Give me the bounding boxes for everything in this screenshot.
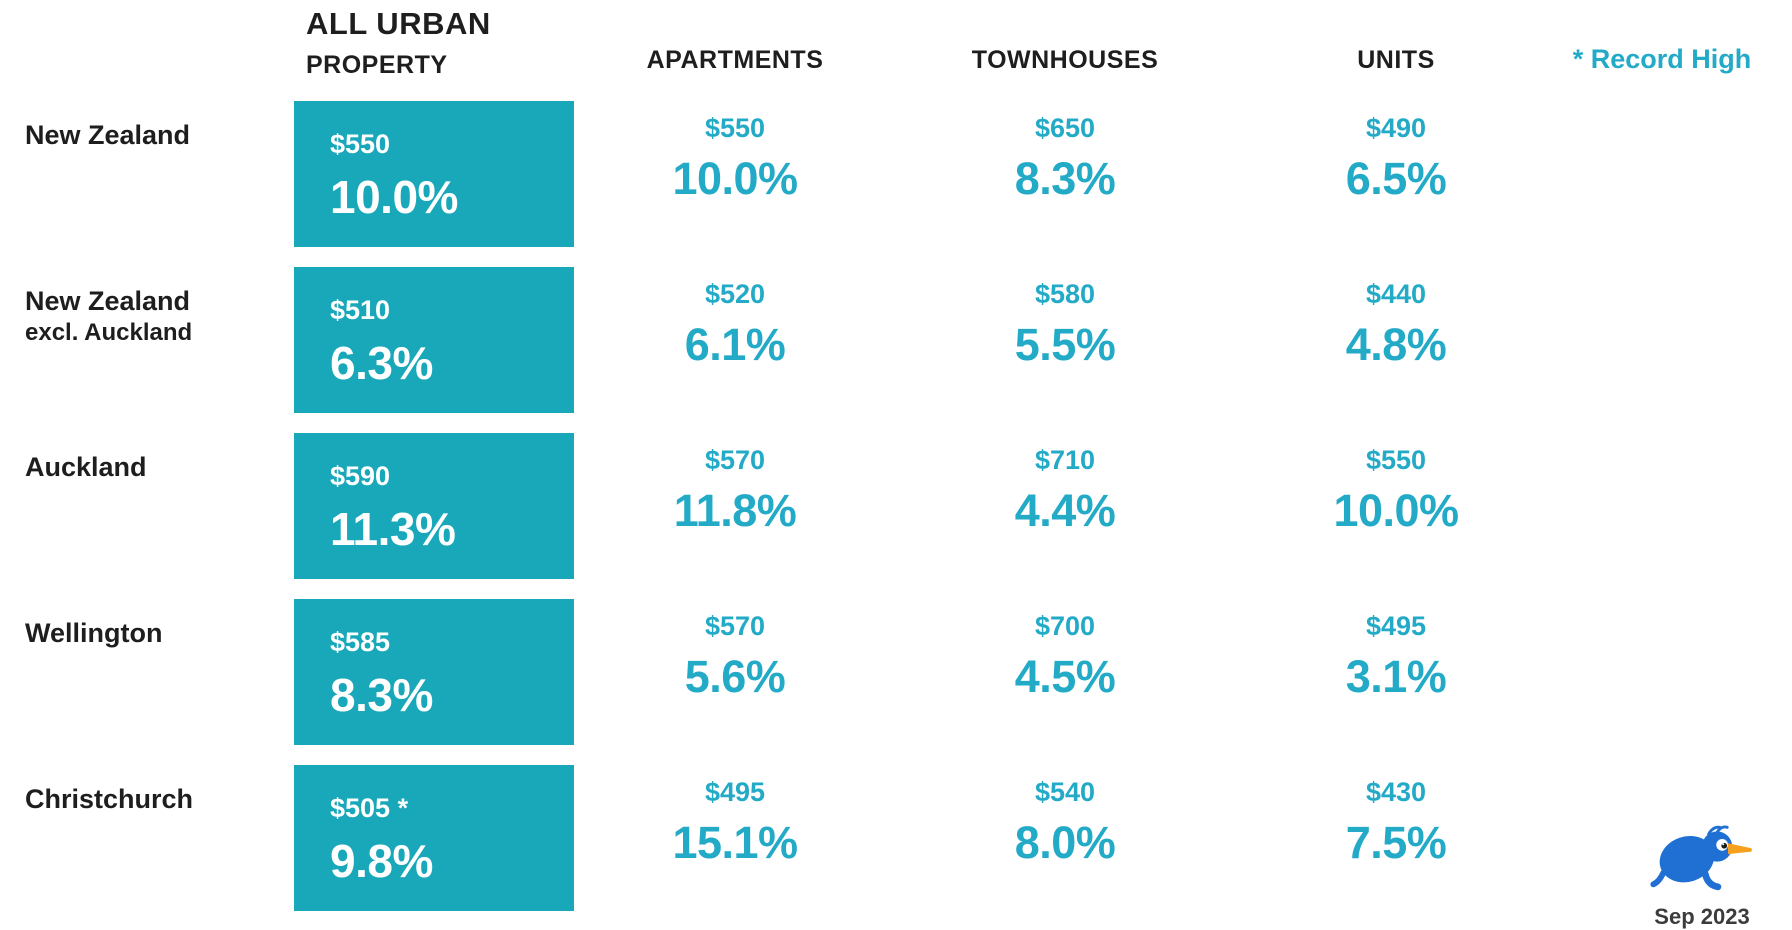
region-name: New Zealand [25,286,191,316]
rent-value: $540 [1034,777,1096,807]
kiwi-bird-icon [1650,825,1752,891]
rent-value: $570 [704,611,766,641]
townhouses-cell: $650 8.3% [1015,101,1116,205]
rent-table: New Zealand $550 10.0% $550 10.0% $650 8… [0,101,1792,911]
apartments-cell: $495 15.1% [672,765,798,869]
change-value: 15.1% [672,817,798,868]
rent-value: $520 [704,279,766,309]
townhouses-cell: $540 8.0% [1015,765,1116,869]
apartments-cell: $520 6.1% [685,267,786,371]
units-cell: $550 10.0% [1333,433,1459,537]
region-name: New Zealand [25,120,191,150]
change-value: 10.0% [1333,485,1459,536]
change-value: 4.5% [1014,651,1116,702]
rent-value: $550 [704,113,766,143]
rent-value: $495 [704,777,766,807]
rent-value: $550 [1365,445,1427,475]
all-urban-property-header: ALL URBAN PROPERTY [306,6,491,80]
region-name: Auckland [25,452,147,482]
townhouses-cell: $700 4.5% [1015,599,1116,703]
townhouses-cell: $580 5.5% [1015,267,1116,371]
apartments-column-header: APARTMENTS [646,46,824,74]
rent-value: $510 [330,295,391,325]
rent-value: $650 [1034,113,1096,143]
change-value: 10.0% [672,153,798,204]
rent-value: $570 [704,445,766,475]
region-label: New Zealand excl. Auckland [25,285,290,347]
change-value: 8.3% [1014,153,1116,204]
table-row: Christchurch $505 * 9.8% $495 15.1% $540… [0,765,1792,911]
units-cell: $495 3.1% [1346,599,1447,703]
change-value: 10.0% [330,171,458,223]
townhouses-column-header: TOWNHOUSES [971,46,1159,74]
table-row: Wellington $585 8.3% $570 5.6% $700 4.5%… [0,599,1792,745]
apartments-cell: $570 11.8% [674,433,797,537]
brand-footer: Sep 2023 [1650,822,1754,930]
all-urban-cell: $585 8.3% [294,599,574,745]
region-label: Christchurch [25,783,290,816]
change-value: 9.8% [330,835,433,887]
rent-value: $430 [1365,777,1427,807]
change-value: 8.0% [1014,817,1116,868]
region-label: Auckland [25,451,290,484]
units-column-header: UNITS [1357,46,1435,74]
rent-value-record-high: $505 * [330,793,409,823]
rent-value: $580 [1034,279,1096,309]
townhouses-cell: $710 4.4% [1015,433,1116,537]
units-cell: $440 4.8% [1346,267,1447,371]
change-value: 5.6% [684,651,786,702]
record-high-note: * Record High [1572,44,1752,74]
apartments-cell: $570 5.6% [685,599,786,703]
change-value: 7.5% [1345,817,1447,868]
change-value: 8.3% [330,669,433,721]
all-urban-cell: $550 10.0% [294,101,574,247]
all-urban-header-line2: PROPERTY [306,51,448,79]
region-label: New Zealand [25,119,290,152]
rent-value: $495 [1365,611,1427,641]
apartments-cell: $550 10.0% [672,101,798,205]
change-value: 4.8% [1345,319,1447,370]
change-value: 6.5% [1345,153,1447,204]
all-urban-cell: $510 6.3% [294,267,574,413]
report-date: Sep 2023 [1654,904,1750,929]
rent-value: $700 [1034,611,1096,641]
rent-value: $590 [330,461,391,491]
change-value: 3.1% [1345,651,1447,702]
all-urban-cell: $505 * 9.8% [294,765,574,911]
rent-value: $490 [1365,113,1427,143]
region-name: Wellington [25,618,163,648]
units-cell: $430 7.5% [1346,765,1447,869]
table-row: Auckland $590 11.3% $570 11.8% $710 4.4%… [0,433,1792,579]
region-label: Wellington [25,617,290,650]
rent-value: $585 [330,627,391,657]
change-value: 6.1% [684,319,786,370]
change-value: 11.3% [330,503,456,555]
table-row: New Zealand excl. Auckland $510 6.3% $52… [0,267,1792,413]
region-name: Christchurch [25,784,194,814]
units-cell: $490 6.5% [1346,101,1447,205]
all-urban-header-line1: ALL URBAN [306,6,491,41]
change-value: 5.5% [1014,319,1116,370]
table-row: New Zealand $550 10.0% $550 10.0% $650 8… [0,101,1792,247]
all-urban-cell: $590 11.3% [294,433,574,579]
change-value: 6.3% [330,337,433,389]
rent-value: $710 [1034,445,1096,475]
change-value: 11.8% [673,485,797,536]
rent-value: $440 [1365,279,1427,309]
region-subname: excl. Auckland [25,318,193,346]
change-value: 4.4% [1014,485,1116,536]
rent-value: $550 [330,129,391,159]
